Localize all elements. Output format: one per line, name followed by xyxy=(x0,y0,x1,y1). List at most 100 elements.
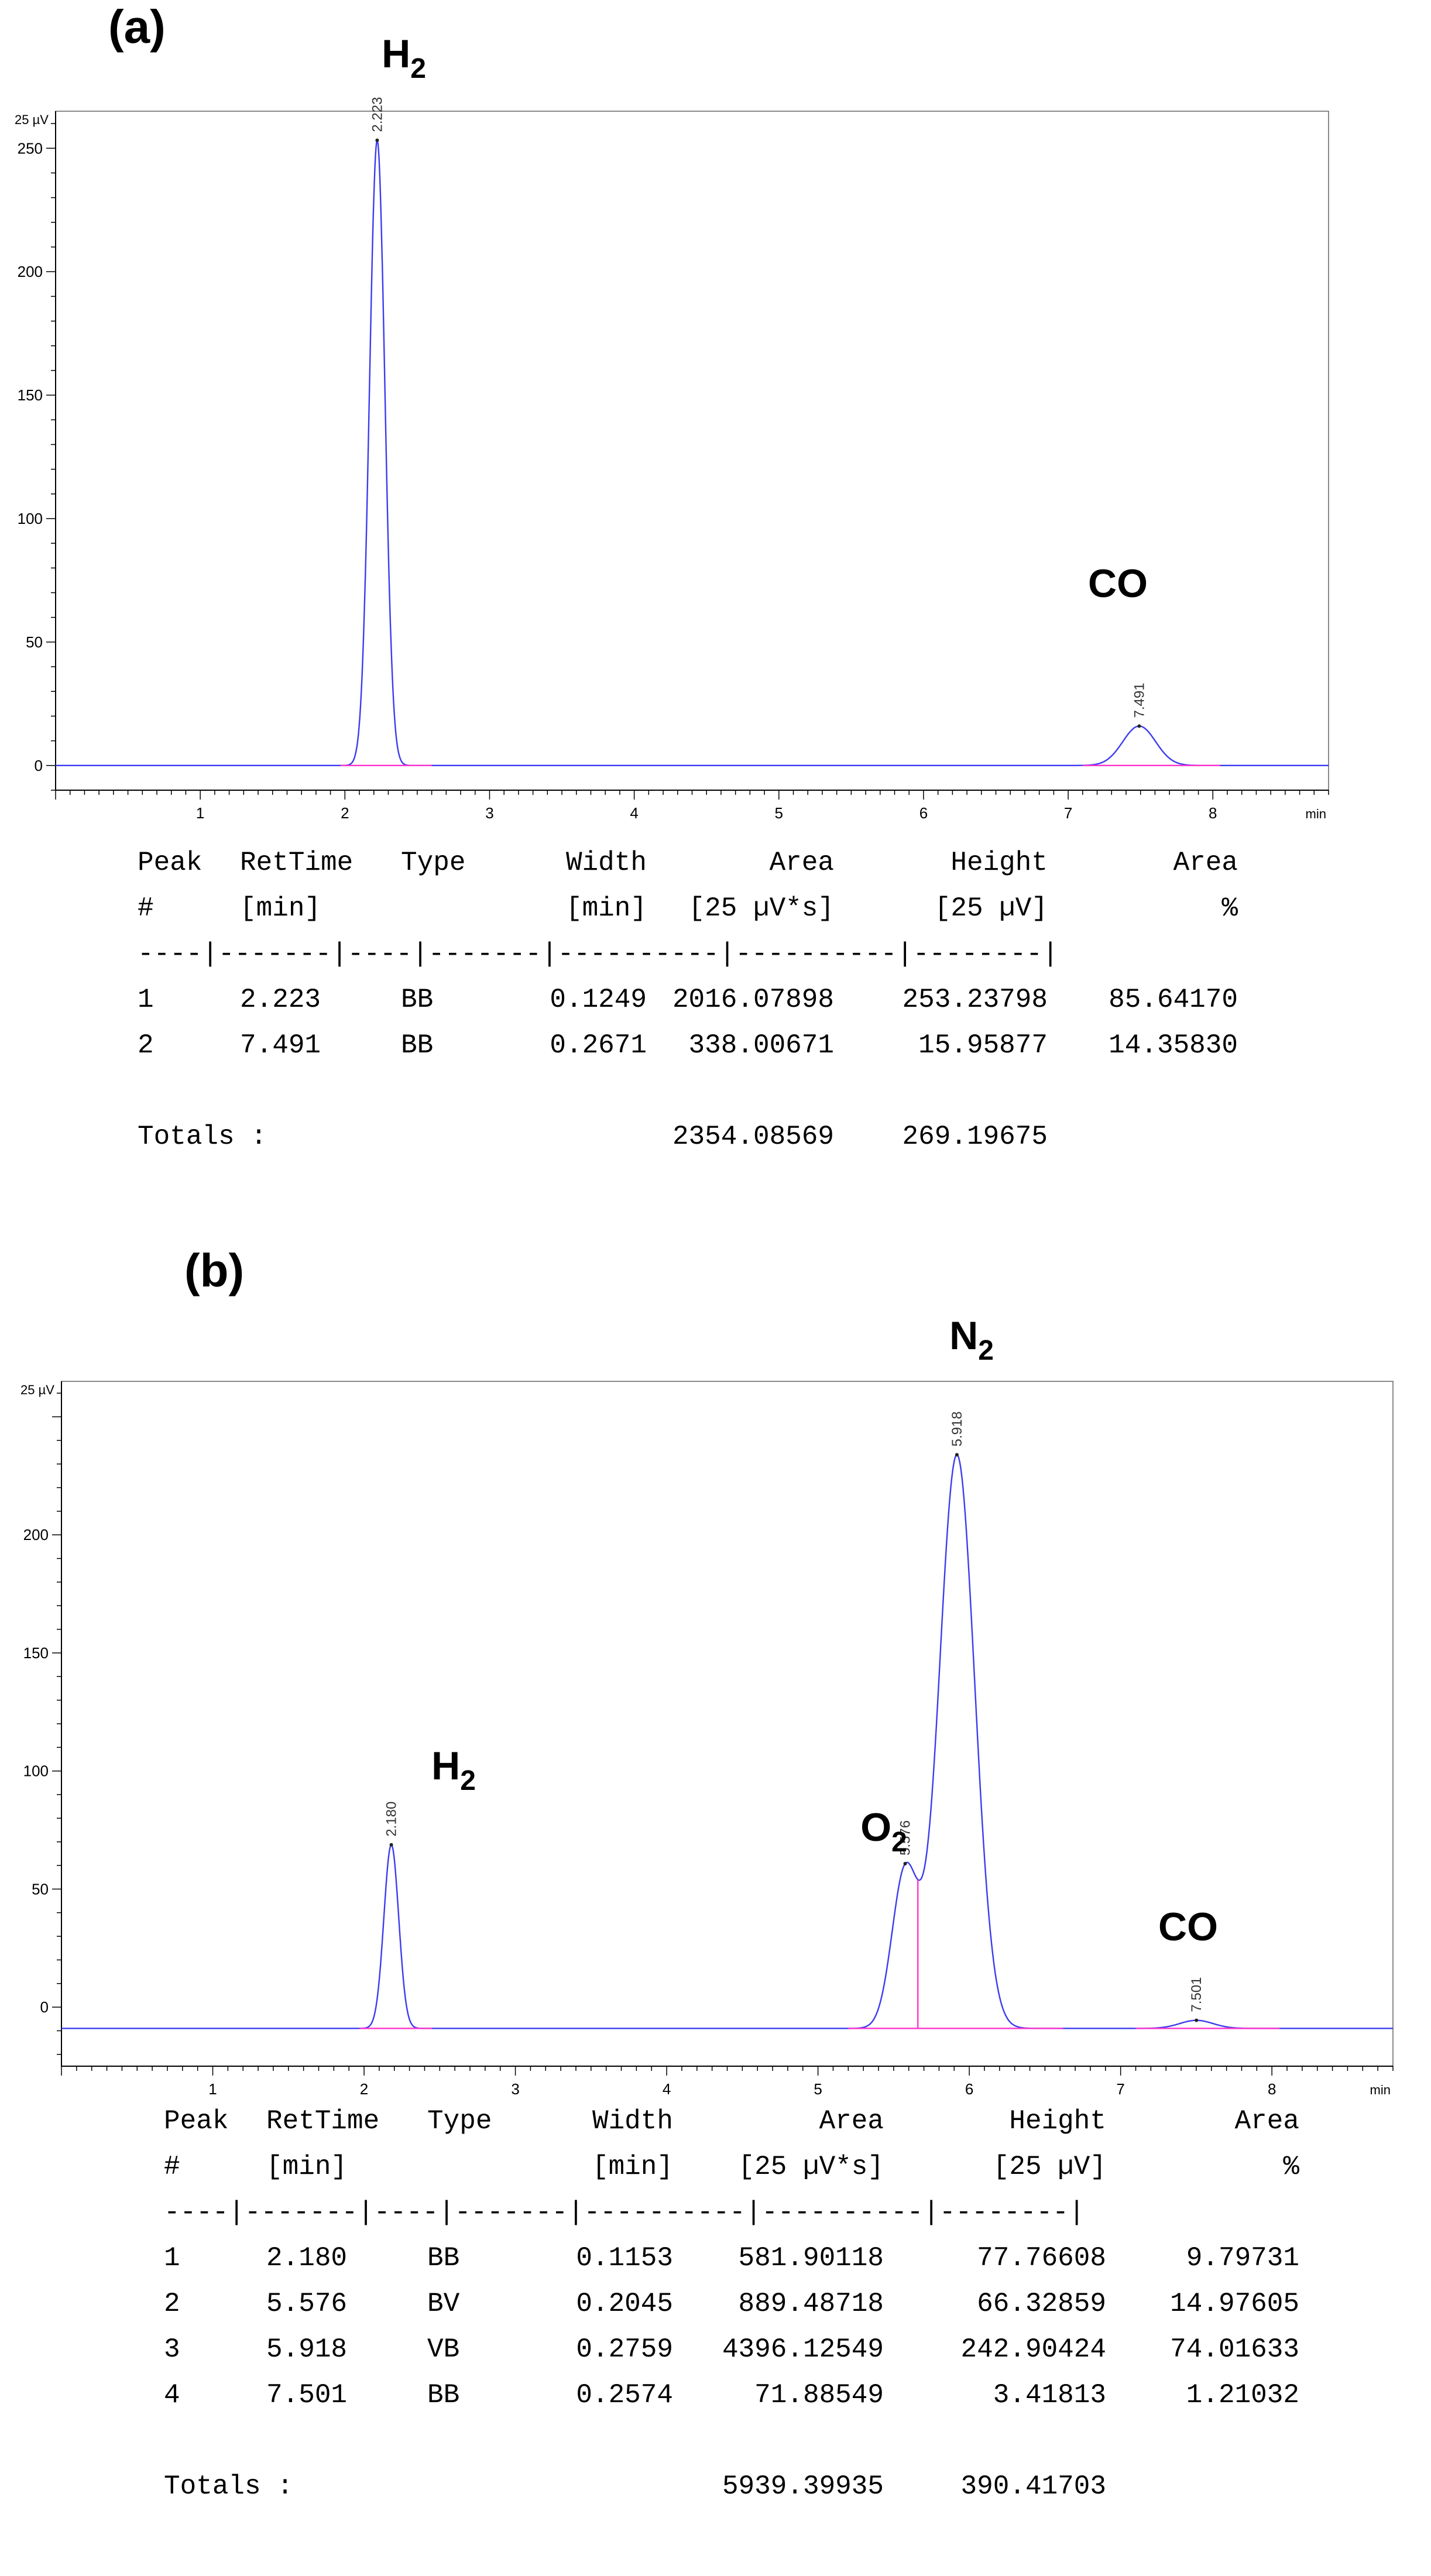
compound-label: CO xyxy=(1158,1905,1218,1949)
report-header-row: Peak RetTime Type Width Area Height Area xyxy=(164,2098,1393,2144)
report-cell: BB xyxy=(427,2243,460,2273)
report-cell: 74.01633 xyxy=(1170,2334,1299,2365)
y-tick-label: 0 xyxy=(40,1998,49,2016)
report-cell: 2.180 xyxy=(266,2243,348,2273)
report-cell: 14.35830 xyxy=(1109,1030,1238,1061)
compound-label: H2 xyxy=(431,1744,476,1796)
report-cell: [25 µV] xyxy=(934,893,1048,924)
report-cell: 242.90424 xyxy=(960,2334,1106,2365)
report-cell: 0.2671 xyxy=(550,1030,647,1061)
report-cell: 1.21032 xyxy=(1186,2380,1299,2410)
x-tick-label: 2 xyxy=(360,2080,368,2095)
report-totals-row: Totals : 5939.39935 390.41703 xyxy=(164,2464,1393,2509)
signal-trace xyxy=(56,139,1329,766)
report-cell: 253.23798 xyxy=(902,985,1048,1015)
report-cell: [min] xyxy=(266,2152,348,2182)
peak-apex-marker xyxy=(1137,724,1141,728)
x-tick-label: 6 xyxy=(919,804,928,819)
report-cell: BB xyxy=(401,985,434,1015)
panel-label-b: (b) xyxy=(184,1244,245,1296)
report-header-row: Peak RetTime Type Width Area Height Area xyxy=(138,840,1367,886)
report-cell: Height xyxy=(950,848,1048,878)
report-cell: Totals : xyxy=(138,1121,267,1152)
report-cell: [min] xyxy=(565,893,647,924)
x-tick-label: 4 xyxy=(630,804,638,819)
y-tick-label: 100 xyxy=(18,510,43,527)
x-tick-label: 5 xyxy=(814,2080,822,2095)
report-cell: % xyxy=(1283,2152,1299,2182)
panel-label-a: (a) xyxy=(108,1,166,53)
report-cell: 0.2759 xyxy=(576,2334,673,2365)
y-unit-label: 25 µV xyxy=(15,112,49,127)
report-cell: # xyxy=(138,893,154,924)
report-cell: Peak xyxy=(164,2106,229,2136)
report-cell: [25 µV*s] xyxy=(688,893,834,924)
report-cell: 2.223 xyxy=(240,985,321,1015)
report-cell: 0.1153 xyxy=(576,2243,673,2273)
y-tick-label: 150 xyxy=(23,1644,49,1662)
report-cell: 66.32859 xyxy=(977,2289,1106,2319)
x-unit-label: min xyxy=(1306,807,1326,819)
retention-time-label: 2.223 xyxy=(369,97,385,132)
x-unit-label: min xyxy=(1370,2083,1391,2095)
report-cell: 5.918 xyxy=(266,2334,348,2365)
y-tick-label: 200 xyxy=(18,263,43,280)
report-cell: # xyxy=(164,2152,180,2182)
report-cell: 5.576 xyxy=(266,2289,348,2319)
y-unit-label: 25 µV xyxy=(20,1383,54,1397)
report-cell: [25 µV] xyxy=(993,2152,1106,2182)
chromatogram-a: 1 2 3 4 5 6 7 8 min 0 50 100 150 200 250 25 µV 2.223 7.49… xyxy=(15,32,1329,819)
report-cell: 7.501 xyxy=(266,2380,348,2410)
report-cell: Area xyxy=(769,848,834,878)
x-tick-label: 1 xyxy=(196,804,204,819)
x-tick-label: 4 xyxy=(663,2080,671,2095)
report-cell: 14.97605 xyxy=(1170,2289,1299,2319)
report-cell: 3.41813 xyxy=(993,2380,1106,2410)
report-cell: 3 xyxy=(164,2334,180,2365)
report-cell: 71.88549 xyxy=(754,2380,884,2410)
report-cell: [25 µV*s] xyxy=(738,2152,884,2182)
report-cell: [min] xyxy=(240,893,321,924)
x-tick-label: 8 xyxy=(1209,804,1217,819)
x-tick-label: 5 xyxy=(775,804,783,819)
report-cell: 2016.07898 xyxy=(672,985,834,1015)
retention-time-label: 5.576 xyxy=(898,1820,914,1855)
report-cell: Area xyxy=(1234,2106,1299,2136)
report-cell: 269.19675 xyxy=(902,1121,1048,1152)
report-cell: BB xyxy=(401,1030,434,1061)
compound-label: CO xyxy=(1088,561,1148,606)
peak-apex-marker xyxy=(375,138,379,142)
x-tick-label: 7 xyxy=(1116,2080,1124,2095)
signal-trace xyxy=(61,1453,1393,2029)
x-tick-label: 1 xyxy=(208,2080,217,2095)
report-cell: RetTime xyxy=(266,2106,380,2136)
report-cell: Area xyxy=(819,2106,884,2136)
report-data-row: 3 5.918 VB 0.2759 4396.12549 242.90424 74.0163… xyxy=(164,2327,1393,2372)
report-cell: 4 xyxy=(164,2380,180,2410)
report-cell: Type xyxy=(427,2106,492,2136)
report-cell: 338.00671 xyxy=(688,1030,834,1061)
x-tick-label: 7 xyxy=(1064,804,1072,819)
report-totals-row: Totals : 2354.08569 269.19675 xyxy=(138,1114,1367,1160)
report-data-row: 2 7.491 BB 0.2671 338.00671 15.95877 14.35830 xyxy=(138,1023,1367,1068)
report-data-row: 4 7.501 BB 0.2574 71.88549 3.41813 1.21032 xyxy=(164,2372,1393,2418)
peak-apex-marker xyxy=(955,1453,959,1457)
report-table-a: Peak RetTime Type Width Area Height Area # [min]… xyxy=(138,840,1367,1168)
report-cell: Width xyxy=(592,2106,673,2136)
report-cell: Type xyxy=(401,848,466,878)
report-data-row: 1 2.180 BB 0.1153 581.90118 77.76608 9.79731 xyxy=(164,2235,1393,2281)
x-tick-label: 2 xyxy=(341,804,349,819)
x-tick-label: 6 xyxy=(965,2080,973,2095)
report-cell: 4396.12549 xyxy=(722,2334,884,2365)
report-cell: 1 xyxy=(164,2243,180,2273)
report-cell: % xyxy=(1221,893,1238,924)
report-cell: 77.76608 xyxy=(977,2243,1106,2273)
report-cell: Area xyxy=(1173,848,1238,878)
report-cell: Height xyxy=(1009,2106,1106,2136)
retention-time-label: 7.501 xyxy=(1189,1977,1204,2012)
report-data-row: 1 2.223 BB 0.1249 2016.07898 253.23798 85.6417… xyxy=(138,977,1367,1023)
report-cell: 15.95877 xyxy=(918,1030,1048,1061)
report-cell: 889.48718 xyxy=(738,2289,884,2319)
plot-frame xyxy=(61,1381,1394,2067)
report-unit-row: # [min] [min] [25 µV*s] [25 µV]% xyxy=(164,2144,1393,2190)
